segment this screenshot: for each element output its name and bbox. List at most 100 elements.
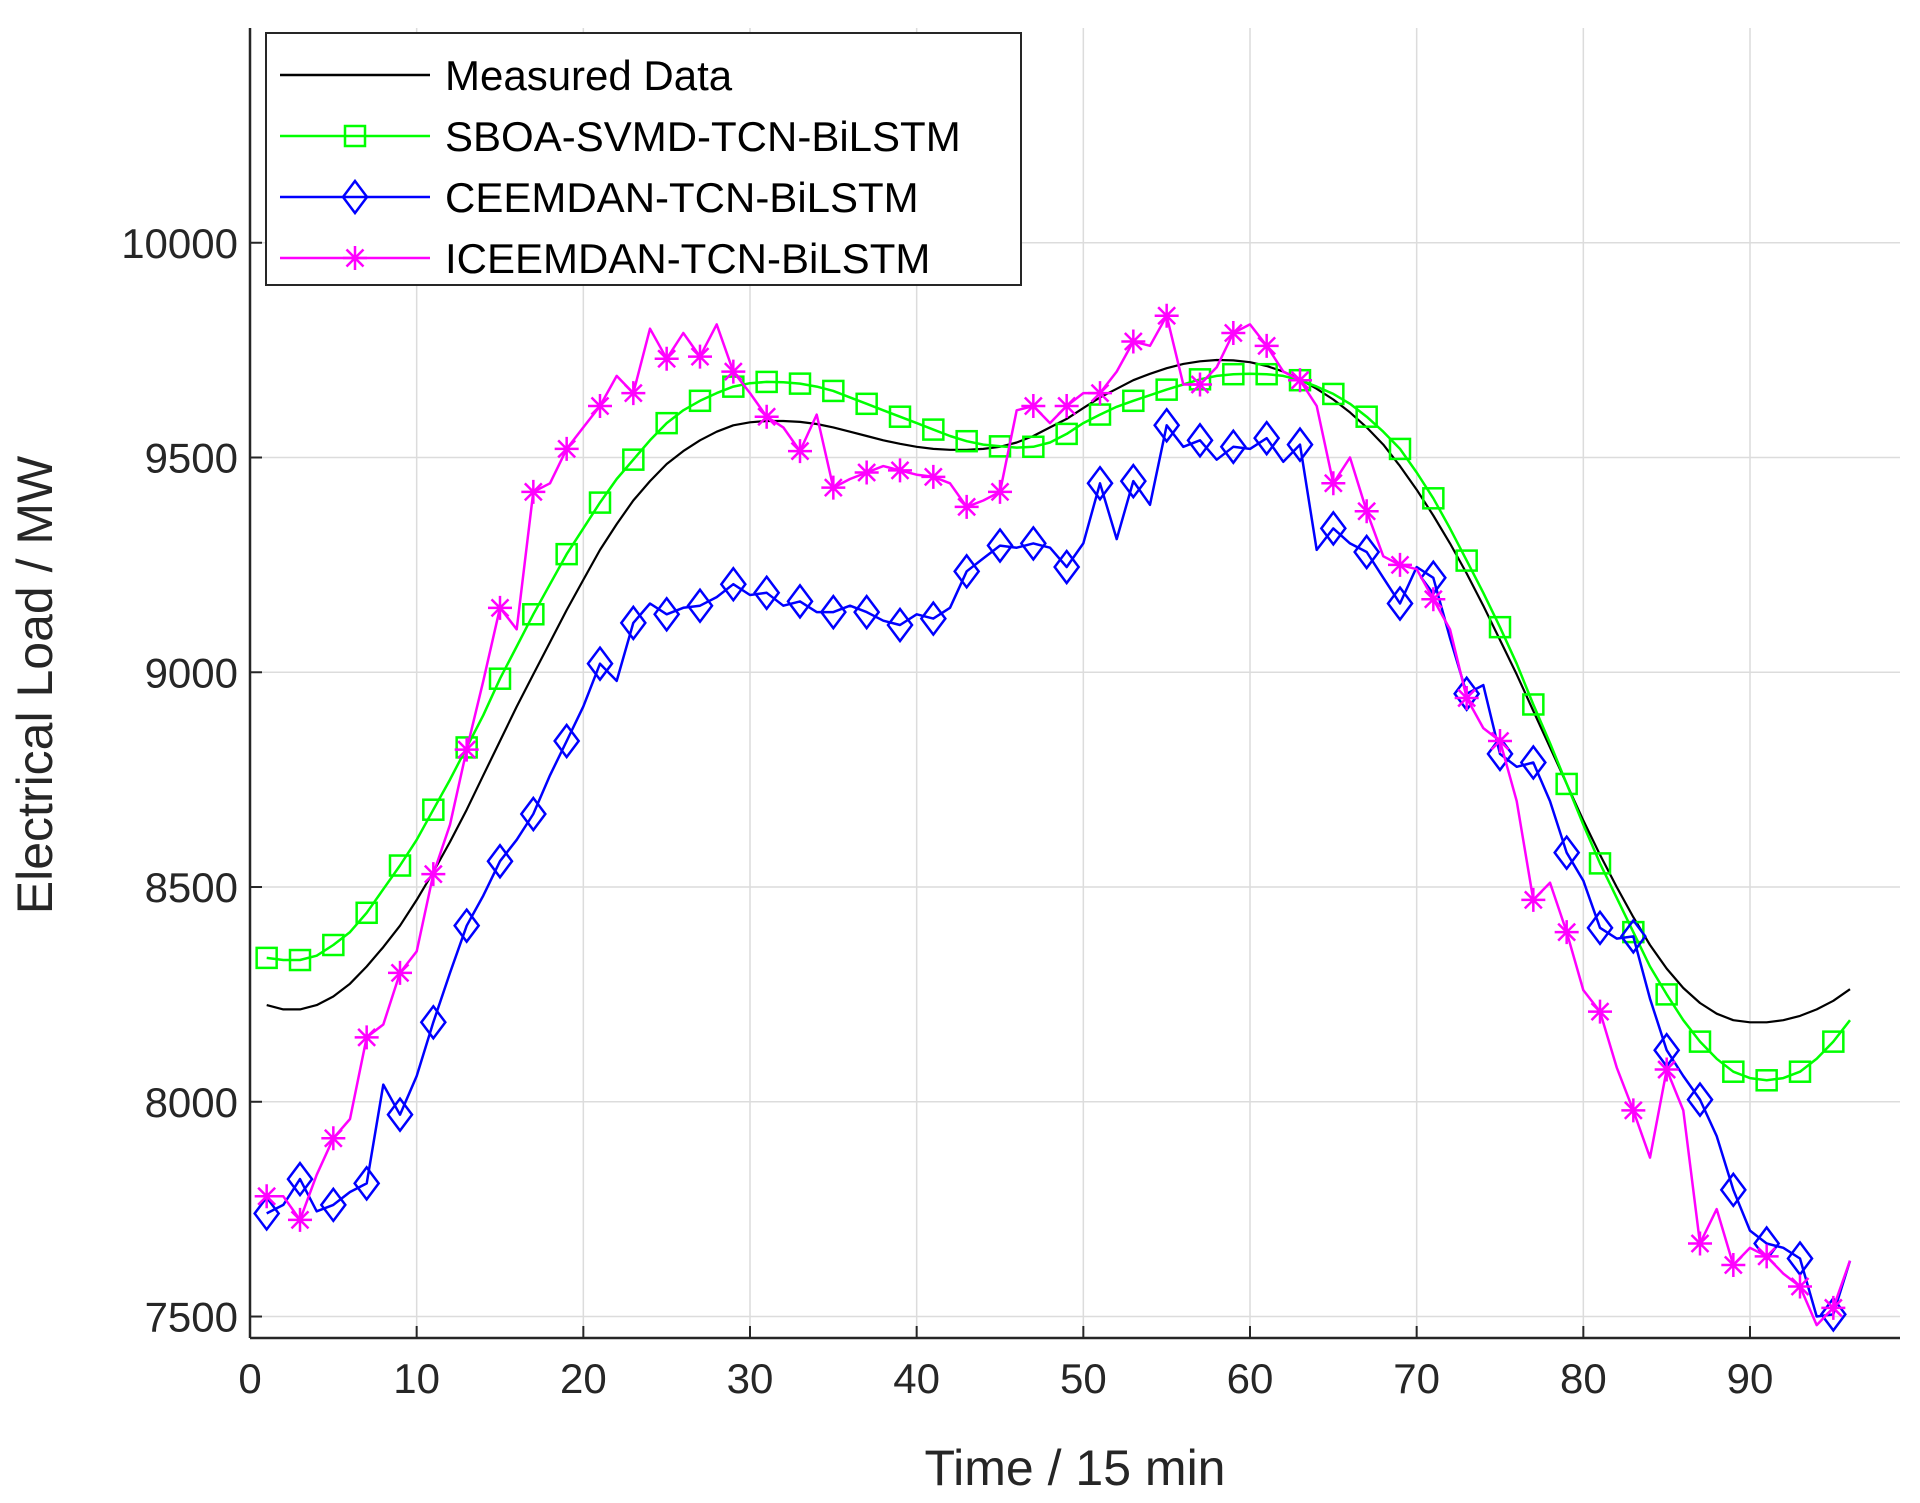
data-point (1755, 1069, 1778, 1092)
data-point (954, 494, 979, 519)
data-point (1654, 1057, 1679, 1082)
x-axis-title: Time / 15 min (924, 1440, 1225, 1496)
data-point (719, 566, 747, 603)
data-point (1086, 465, 1114, 502)
data-point (754, 404, 779, 429)
data-point (1055, 422, 1078, 446)
x-tick-label: 70 (1393, 1355, 1440, 1402)
data-point (1288, 368, 1312, 393)
series-iceemdan-tcn-bilstm (254, 303, 1852, 1327)
data-point (621, 381, 646, 406)
data-point (1719, 1171, 1747, 1208)
data-point (1153, 407, 1181, 444)
data-point (1553, 834, 1581, 871)
data-point (1421, 587, 1446, 612)
x-tick-label: 30 (727, 1355, 774, 1402)
data-point (753, 574, 781, 611)
data-point (1422, 487, 1445, 510)
data-point (1188, 372, 1212, 397)
data-point (1522, 693, 1545, 716)
data-point (1354, 499, 1379, 524)
data-point (421, 862, 446, 887)
data-point (1322, 382, 1345, 406)
data-point (488, 595, 512, 620)
data-point (922, 418, 945, 441)
data-point (1586, 909, 1614, 946)
data-point (1019, 525, 1047, 562)
data-point (255, 946, 278, 970)
data-point (1386, 585, 1414, 622)
data-point (1155, 378, 1178, 401)
data-point (822, 379, 845, 403)
data-point (1121, 329, 1146, 354)
data-point (686, 587, 714, 624)
data-point (286, 1160, 314, 1198)
data-point (655, 411, 678, 435)
data-point (1822, 1030, 1845, 1053)
data-point (355, 901, 378, 925)
tick-labels: 0 10 20 30 40 50 60 70 80 90 7500 8000 8500 9000 9500 1… (121, 220, 1773, 1402)
data-point (953, 553, 981, 590)
data-point (419, 1004, 447, 1041)
data-point (388, 960, 412, 985)
data-point (1255, 362, 1278, 386)
data-point (1353, 533, 1381, 571)
legend-marker (341, 178, 369, 216)
x-tick-label: 0 (238, 1355, 261, 1402)
data-point (1519, 744, 1547, 781)
series-group (253, 303, 1852, 1333)
data-point (1222, 362, 1245, 386)
x-tick-label: 80 (1560, 1355, 1607, 1402)
y-tick-label: 8500 (145, 864, 238, 911)
data-point (354, 1025, 379, 1050)
data-point (1388, 552, 1412, 577)
data-point (1754, 1244, 1779, 1269)
data-point (654, 346, 679, 371)
data-point (955, 429, 978, 453)
legend: Measured Data SBOA-SVMD-TCN-BiLSTM CEEMDAN… (265, 32, 1022, 286)
data-point (1688, 1231, 1712, 1256)
axes (248, 28, 1900, 1340)
data-point (619, 604, 647, 641)
legend-marker (343, 246, 367, 270)
data-point (522, 603, 545, 626)
data-point (288, 948, 312, 972)
data-point (1154, 303, 1179, 328)
data-point (553, 722, 581, 760)
data-point (622, 448, 645, 471)
legend-label: Measured Data (445, 52, 733, 99)
data-point (888, 458, 912, 483)
data-point (519, 795, 547, 833)
data-point (253, 1195, 281, 1232)
data-point (353, 1165, 381, 1202)
data-point (388, 854, 412, 877)
data-point (588, 393, 612, 418)
series-ceemdan-tcn-bilstm (253, 407, 1852, 1333)
data-point (1621, 1098, 1646, 1123)
data-point (854, 460, 879, 485)
data-point (921, 464, 946, 489)
y-axis-title: Electrical Load / MW (7, 455, 63, 914)
legend-label: SBOA-SVMD-TCN-BiLSTM (445, 113, 961, 160)
y-tick-label: 8000 (145, 1079, 238, 1126)
data-point (819, 594, 847, 631)
data-point (1186, 422, 1214, 459)
data-point (1454, 686, 1479, 711)
data-point (786, 583, 814, 620)
data-point (1355, 405, 1378, 428)
data-point (1088, 381, 1112, 406)
data-point (919, 600, 947, 637)
y-tick-label: 9500 (145, 435, 238, 482)
data-point (821, 475, 846, 500)
data-point (1554, 920, 1579, 945)
data-point (486, 843, 514, 880)
x-tick-label: 50 (1060, 1355, 1107, 1402)
data-point (1319, 510, 1347, 547)
data-point (788, 372, 812, 395)
data-point (322, 933, 345, 957)
data-point (488, 667, 512, 690)
data-point (1119, 463, 1147, 500)
data-point (319, 1186, 347, 1223)
data-point (788, 439, 812, 464)
